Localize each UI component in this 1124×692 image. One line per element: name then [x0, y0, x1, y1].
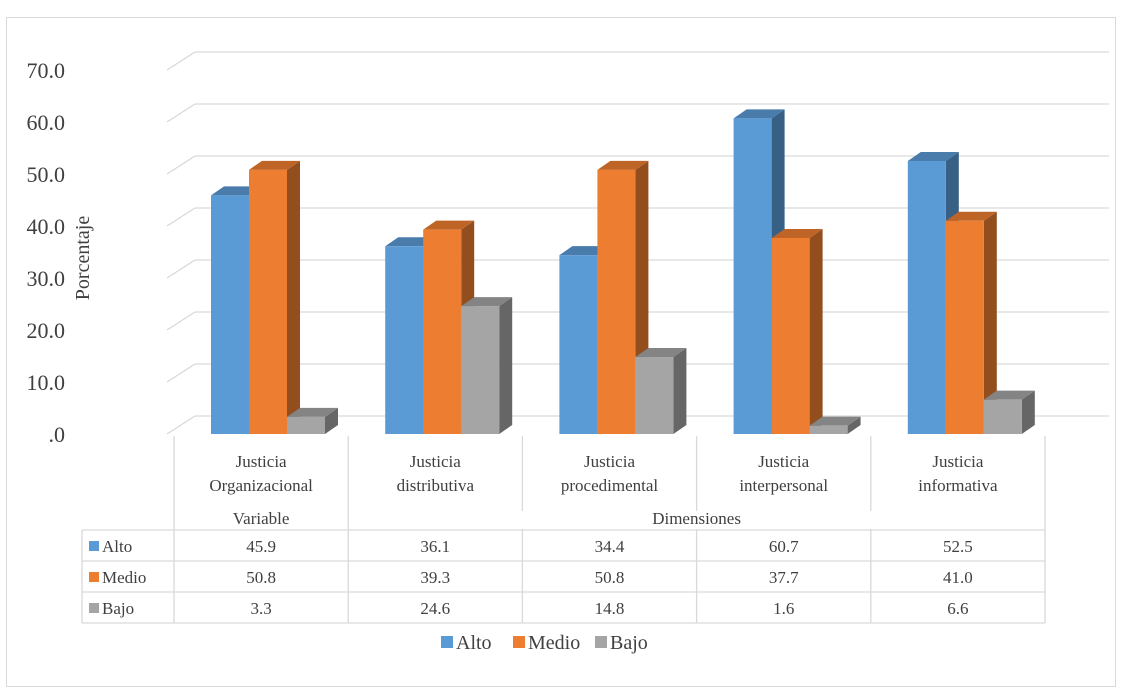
legend-label: Alto [456, 632, 492, 654]
table-cell: 24.6 [420, 599, 450, 618]
bar-alto[interactable] [211, 195, 249, 434]
y-tick-label: 40.0 [27, 214, 66, 239]
table-cell: 50.8 [595, 568, 625, 587]
legend-label: Medio [528, 632, 580, 654]
bar-top-bajo [809, 416, 861, 426]
category-label: Justicia [584, 452, 635, 471]
table-cell: 34.4 [595, 537, 625, 556]
bar-side-medio [287, 160, 300, 434]
table-cell: 1.6 [773, 599, 794, 618]
y-tick-label: 10.0 [27, 370, 66, 395]
bar-alto[interactable] [385, 246, 424, 434]
bar-alto[interactable] [907, 161, 946, 434]
gridline-depth [166, 363, 196, 383]
category-label: Justicia [758, 452, 809, 471]
legend-swatch-bajo [595, 636, 607, 648]
bar-bajo[interactable] [809, 425, 848, 434]
bar-side-bajo [1021, 390, 1035, 434]
y-axis-label: Porcentaje [72, 216, 94, 301]
bar-top-medio [423, 220, 475, 230]
bar-bajo[interactable] [461, 306, 500, 434]
category-label: Organizacional [209, 476, 313, 495]
table-cell: 39.3 [420, 568, 450, 587]
bar-side-bajo [847, 416, 861, 434]
legend-swatch-alto [441, 636, 453, 648]
category-label: interpersonal [739, 476, 828, 495]
bar-top-bajo [287, 407, 338, 417]
table-cell: 36.1 [420, 537, 450, 556]
y-tick-label: .0 [49, 422, 66, 447]
row-label: Alto [102, 537, 132, 556]
bar-top-medio [249, 160, 300, 170]
bar-top-alto [907, 152, 959, 161]
bar-side-medio [983, 211, 997, 434]
table-cell: 60.7 [769, 537, 799, 556]
legend-swatch-medio [513, 636, 525, 648]
bar-bajo[interactable] [983, 399, 1022, 434]
bar-top-medio [597, 160, 649, 170]
bar-side-medio [809, 228, 823, 434]
bar-alto[interactable] [559, 255, 598, 434]
bar-top-bajo [635, 348, 687, 358]
group-label: Dimensiones [652, 509, 741, 528]
bar-medio[interactable] [771, 237, 810, 434]
bar-bajo[interactable] [287, 416, 325, 434]
table-cell: 45.9 [246, 537, 276, 556]
category-label: informativa [918, 476, 998, 495]
table-cell: 41.0 [943, 568, 973, 587]
gridline-depth [166, 155, 196, 175]
table-cell: 50.8 [246, 568, 276, 587]
gridline-depth [166, 207, 196, 227]
category-label: Justicia [410, 452, 461, 471]
legend-key-medio [89, 572, 99, 582]
legend-label: Bajo [610, 632, 648, 654]
gridline-depth [166, 51, 196, 71]
bar-bajo[interactable] [635, 357, 674, 434]
bar-medio[interactable] [945, 220, 984, 434]
chart-frame: .0 10.0 20.0 30.0 40.0 50.0 60.0 70.0 Porcentaje… [6, 17, 1116, 687]
gridline-depth [166, 415, 196, 435]
chart-svg: .0 10.0 20.0 30.0 40.0 50.0 60.0 70.0 Porcentaje… [27, 51, 1109, 654]
bar-medio[interactable] [423, 229, 462, 434]
bar-side-bajo [673, 348, 687, 434]
category-label: Justicia [932, 452, 983, 471]
bar-top-medio [771, 228, 823, 238]
bar-alto[interactable] [733, 118, 772, 435]
y-tick-label: 70.0 [27, 58, 66, 83]
bar-side-bajo [325, 407, 338, 434]
bar-side-bajo [499, 297, 513, 434]
y-tick-label: 50.0 [27, 162, 66, 187]
row-label: Medio [102, 568, 146, 587]
gridline-depth [166, 259, 196, 279]
bar-top-bajo [461, 297, 513, 307]
gridline-depth [166, 103, 196, 123]
table-cell: 6.6 [947, 599, 968, 618]
bar-medio[interactable] [249, 169, 287, 434]
table-cell: 37.7 [769, 568, 799, 587]
table-cell: 3.3 [250, 599, 271, 618]
bar-top-alto [733, 109, 785, 119]
group-label: Variable [233, 509, 290, 528]
bar-top-medio [945, 211, 997, 221]
legend-key-bajo [89, 603, 99, 613]
table-cell: 52.5 [943, 537, 973, 556]
row-label: Bajo [102, 599, 134, 618]
category-label: Justicia [236, 452, 287, 471]
legend-key-alto [89, 541, 99, 551]
table-cell: 14.8 [595, 599, 625, 618]
category-label: procedimental [561, 476, 659, 495]
category-label: distributiva [397, 476, 475, 495]
gridline-depth [166, 311, 196, 331]
group-row-mask [349, 511, 1044, 529]
y-tick-label: 60.0 [27, 110, 66, 135]
y-tick-label: 20.0 [27, 318, 66, 343]
bar-top-bajo [983, 390, 1035, 400]
y-tick-label: 30.0 [27, 266, 66, 291]
bar-medio[interactable] [597, 169, 636, 434]
